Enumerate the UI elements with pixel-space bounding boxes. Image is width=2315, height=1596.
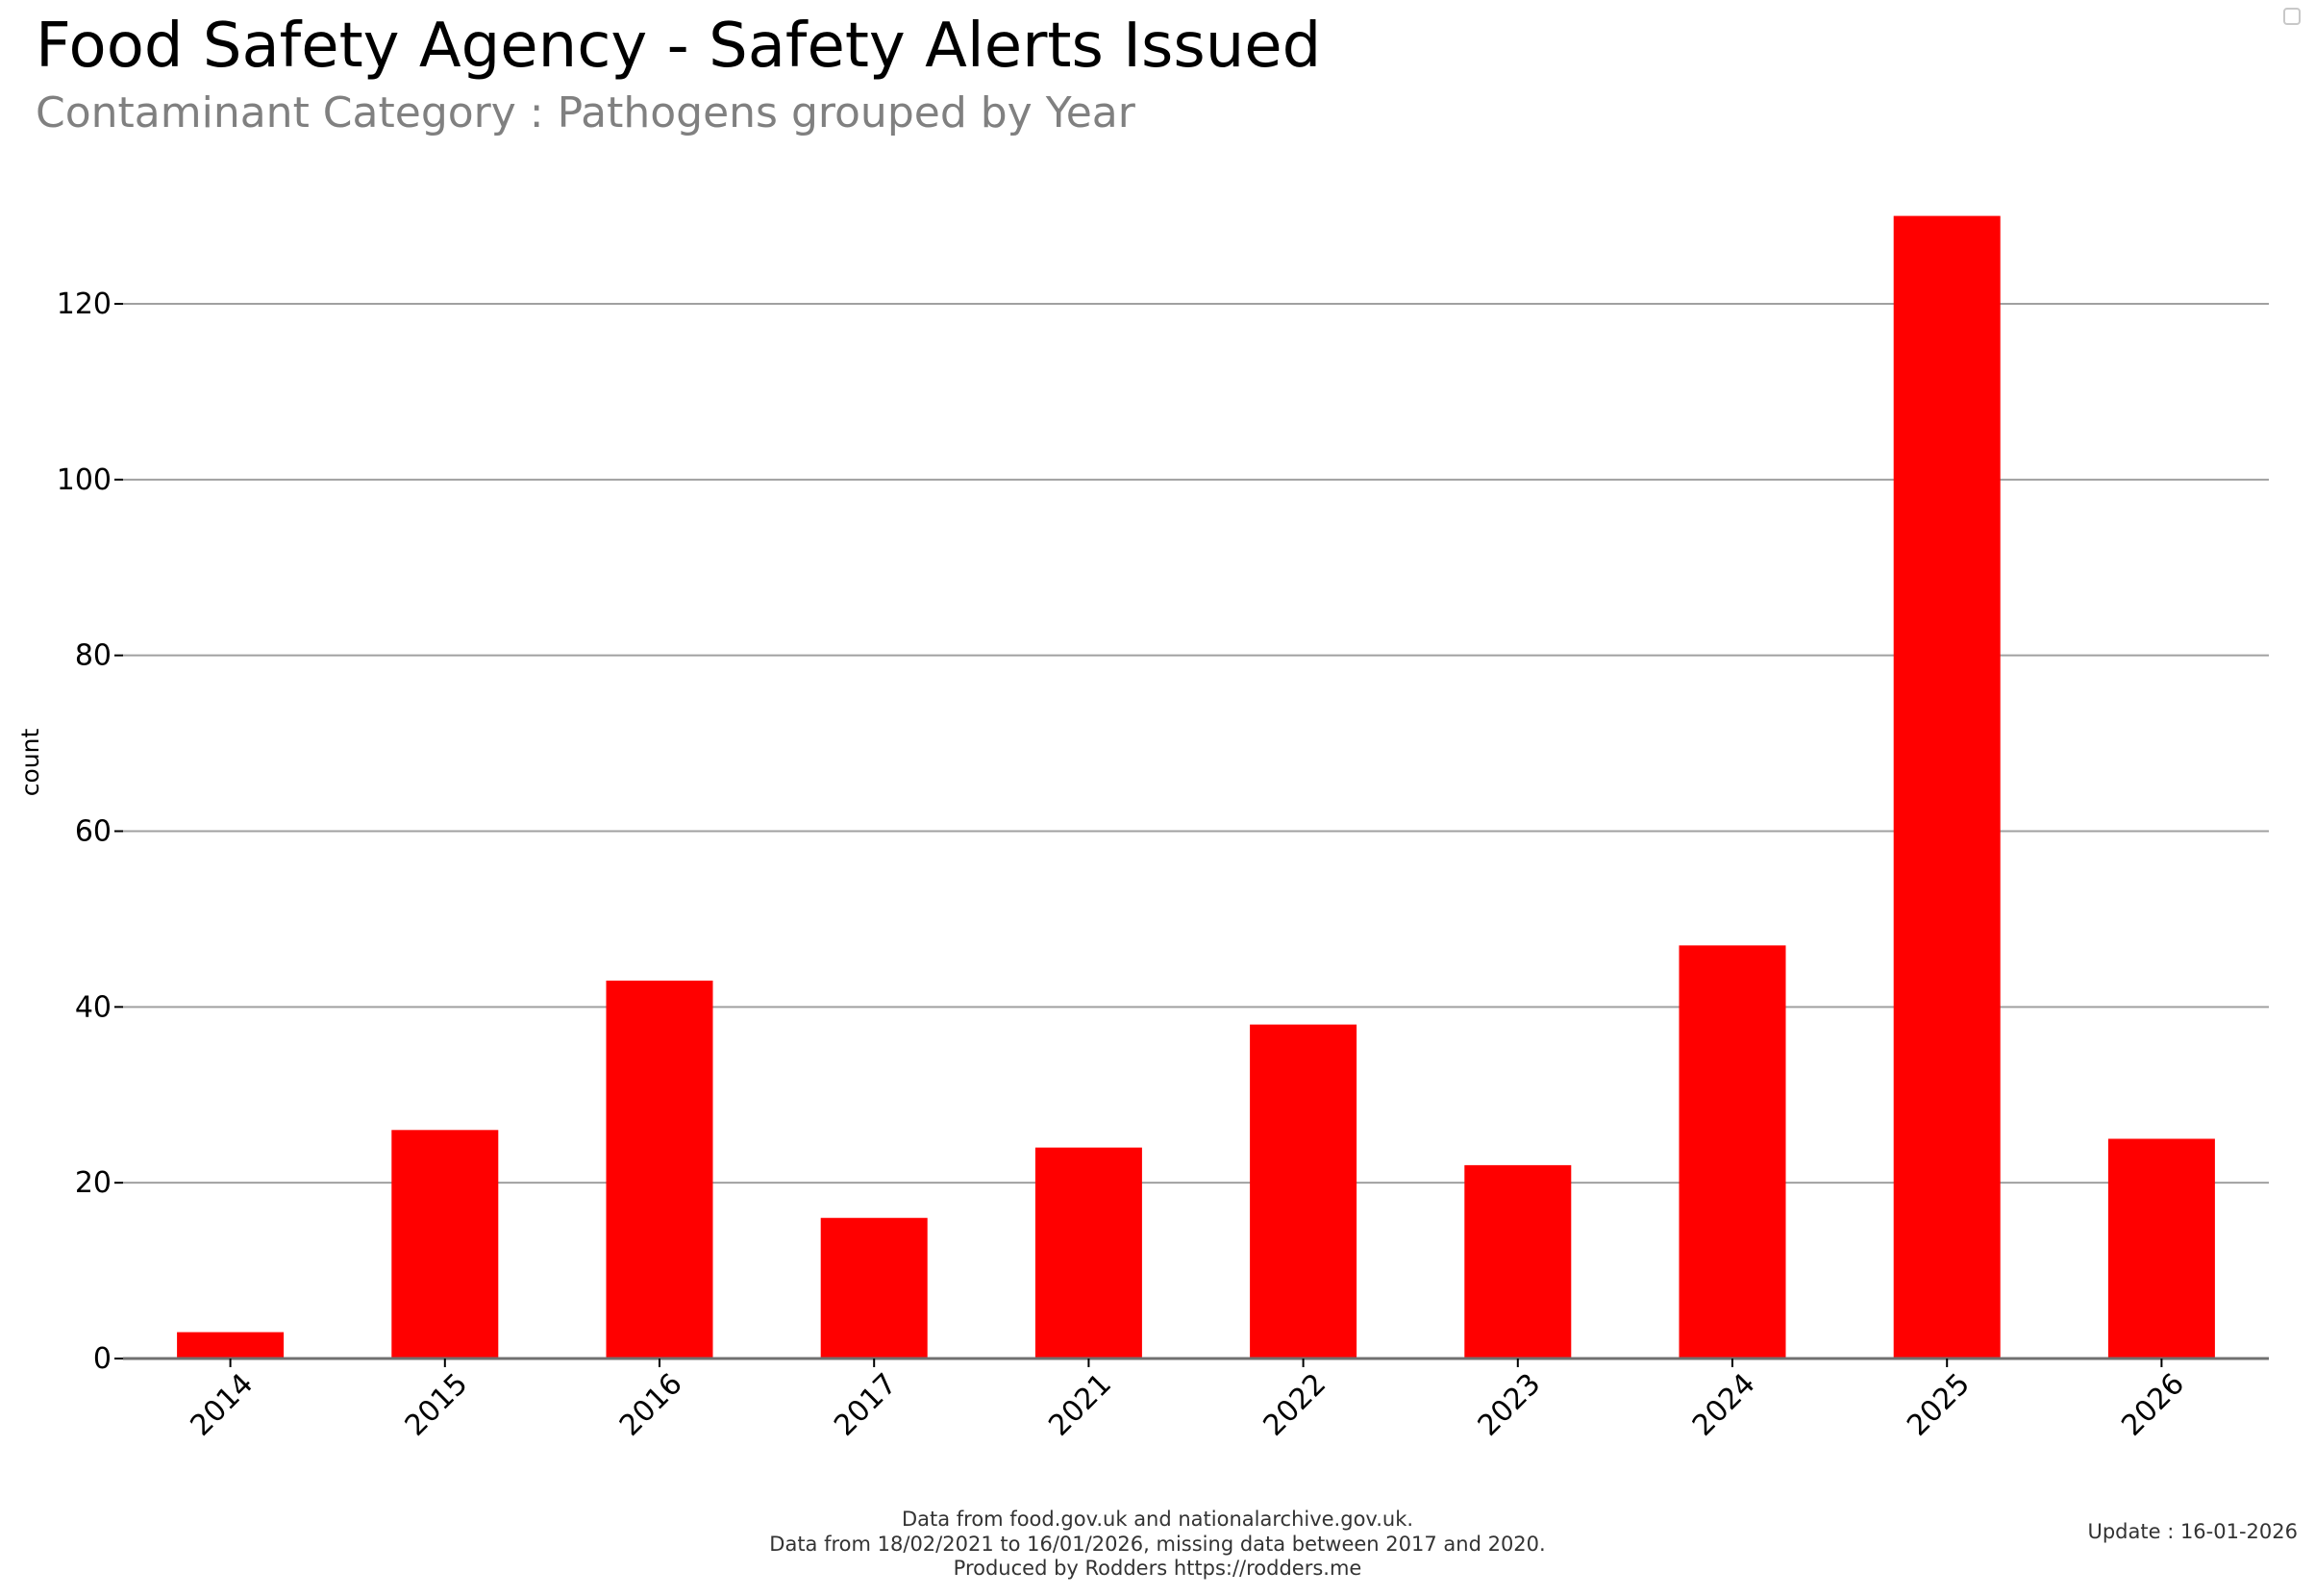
footnote-source: Data from food.gov.uk and nationalarchiv… (901, 1508, 1414, 1531)
update-date: Update : 16-01-2026 (2087, 1520, 2298, 1543)
x-tick-label: 2025 (1901, 1367, 1977, 1443)
bar-2025[interactable] (1893, 215, 2001, 1359)
bar-2021[interactable] (1034, 1147, 1142, 1359)
bar-2022[interactable] (1250, 1024, 1357, 1359)
bar-chart: 0 20 40 60 80 100 120 2014 2015 2016 2017 2021 2022 2… (16, 215, 2269, 1443)
x-tick-label: 2021 (1042, 1367, 1118, 1443)
footnote-credit: Produced by Rodders https://rodders.me (953, 1557, 1362, 1580)
bars (177, 215, 2215, 1359)
legend-toggle-icon[interactable] (2283, 8, 2301, 25)
bar-2017[interactable] (820, 1217, 928, 1359)
y-tick-label: 120 (57, 287, 112, 321)
x-tick-label: 2023 (1472, 1367, 1548, 1443)
y-tick-label: 40 (75, 990, 112, 1024)
x-tick-label: 2017 (828, 1367, 904, 1443)
bar-2015[interactable] (391, 1130, 499, 1359)
bar-2024[interactable] (1679, 945, 1786, 1359)
chart-subtitle: Contaminant Category : Pathogens grouped… (36, 88, 1135, 137)
bar-2023[interactable] (1464, 1164, 1572, 1359)
y-tick-label: 0 (93, 1342, 112, 1376)
y-tick-label: 100 (57, 463, 112, 497)
bar-2016[interactable] (606, 980, 713, 1359)
y-axis-label: count (16, 729, 44, 797)
x-tick-label: 2014 (185, 1367, 261, 1443)
x-tick-label: 2022 (1257, 1367, 1333, 1443)
footnote-range: Data from 18/02/2021 to 16/01/2026, miss… (769, 1533, 1546, 1556)
y-tick-label: 20 (75, 1166, 112, 1200)
bar-2014[interactable] (177, 1332, 285, 1359)
bar-2026[interactable] (2107, 1138, 2215, 1359)
x-tick-label: 2016 (613, 1367, 689, 1443)
x-tick-label: 2024 (1686, 1367, 1762, 1443)
chart-title: Food Safety Agency - Safety Alerts Issue… (36, 11, 1322, 82)
y-tick-label: 80 (75, 639, 112, 673)
x-tick-label: 2026 (2115, 1367, 2191, 1443)
x-tick-label: 2015 (399, 1367, 475, 1443)
y-tick-label: 60 (75, 815, 112, 849)
